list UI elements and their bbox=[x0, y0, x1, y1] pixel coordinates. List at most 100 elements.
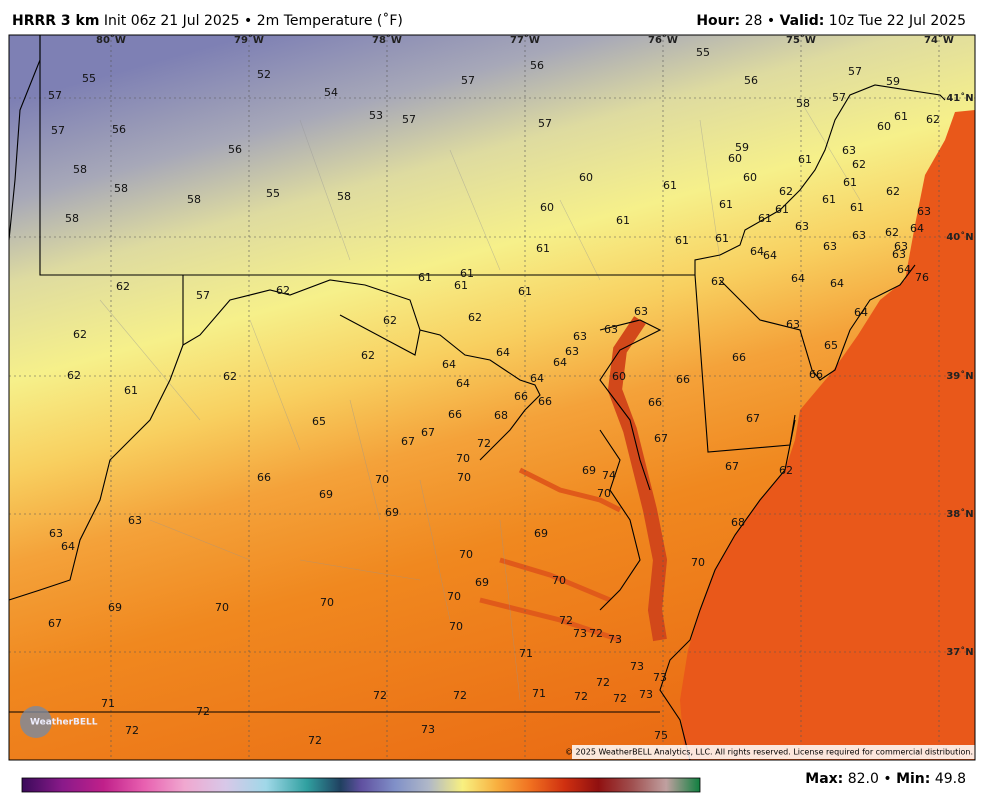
temperature-value: 60 bbox=[728, 152, 742, 165]
latitude-label: 41˚N bbox=[946, 92, 973, 104]
temperature-value: 63 bbox=[128, 514, 142, 527]
temperature-value: 56 bbox=[744, 74, 758, 87]
temperature-value: 62 bbox=[116, 280, 130, 293]
colorbar-scale bbox=[21, 777, 701, 793]
temperature-value: 76 bbox=[915, 271, 929, 284]
temperature-value: 58 bbox=[114, 182, 128, 195]
temperature-value: 66 bbox=[448, 408, 462, 421]
field: 2m Temperature (˚F) bbox=[257, 12, 403, 29]
temperature-value: 61 bbox=[418, 271, 432, 284]
temperature-value: 71 bbox=[532, 687, 546, 700]
temperature-value: 61 bbox=[719, 198, 733, 211]
temperature-value: 70 bbox=[552, 574, 566, 587]
logo-mark bbox=[20, 706, 52, 738]
oh-border bbox=[8, 35, 41, 241]
temperature-value: 64 bbox=[830, 277, 844, 290]
temperature-value: 66 bbox=[648, 396, 662, 409]
init: Init 06z 21 Jul 2025 bbox=[104, 13, 240, 29]
temperature-value: 62 bbox=[885, 226, 899, 239]
temperature-value: 64 bbox=[910, 222, 924, 235]
temperature-value: 60 bbox=[877, 120, 891, 133]
temperature-value: 60 bbox=[579, 171, 593, 184]
temperature-value: 57 bbox=[832, 91, 846, 104]
temperature-value: 73 bbox=[421, 723, 435, 736]
coordinate-labels: 80˚W 79˚W 78˚W 77˚W 76˚W 75˚W 74˚W 41˚N 40˚N 39˚N… bbox=[96, 34, 974, 658]
longitude-label: 76˚W bbox=[648, 34, 678, 46]
chesapeake-shore bbox=[599, 319, 662, 611]
temperature-value: 62 bbox=[711, 275, 725, 288]
temperature-value: 61 bbox=[822, 193, 836, 206]
model: HRRR 3 km bbox=[12, 13, 99, 29]
temperature-value: 63 bbox=[795, 220, 809, 233]
temperature-value: 67 bbox=[654, 432, 668, 445]
temperature-value: 60 bbox=[540, 201, 554, 214]
hour-label: Hour: bbox=[696, 13, 740, 29]
hour: 28 bbox=[745, 13, 763, 29]
ocean bbox=[680, 110, 975, 760]
temperature-value: 63 bbox=[917, 205, 931, 218]
temperature-value: 61 bbox=[758, 212, 772, 225]
map: 80˚W 79˚W 78˚W 77˚W 76˚W 75˚W 74˚W 41˚N 40˚N 39˚N… bbox=[8, 34, 976, 761]
temperature-value: 57 bbox=[461, 74, 475, 87]
temperature-value: 61 bbox=[460, 267, 474, 280]
temperature-value: 69 bbox=[475, 576, 489, 589]
temperature-value: 57 bbox=[196, 289, 210, 302]
temperature-value: 64 bbox=[791, 272, 805, 285]
temperature-value: 70 bbox=[456, 452, 470, 465]
temperature-value: 56 bbox=[228, 143, 242, 156]
temperature-value: 61 bbox=[675, 234, 689, 247]
temperature-value: 57 bbox=[848, 65, 862, 78]
longitude-label: 78˚W bbox=[372, 34, 402, 46]
temperature-value: 59 bbox=[735, 141, 749, 154]
temperature-value: 63 bbox=[852, 229, 866, 242]
temperature-value: 69 bbox=[108, 601, 122, 614]
temperature-value: 62 bbox=[73, 328, 87, 341]
separator: • bbox=[883, 771, 891, 787]
temperature-value: 55 bbox=[266, 187, 280, 200]
temperature-value: 64 bbox=[854, 306, 868, 319]
logo: WeatherBELL bbox=[20, 706, 98, 738]
temperature-value: 72 bbox=[125, 724, 139, 737]
delmarva-coast bbox=[659, 419, 796, 761]
temperature-value: 70 bbox=[691, 556, 705, 569]
temperature-value: 57 bbox=[48, 89, 62, 102]
temperature-value: 63 bbox=[49, 527, 63, 540]
temperature-value: 67 bbox=[725, 460, 739, 473]
temperature-value: 67 bbox=[48, 617, 62, 630]
header-right: Hour: 28 • Valid: 10z Tue 22 Jul 2025 bbox=[696, 13, 966, 29]
temperature-value: 62 bbox=[779, 464, 793, 477]
temperature-value: 75 bbox=[654, 729, 668, 742]
grid-lines bbox=[9, 35, 975, 760]
temperature-value: 62 bbox=[468, 311, 482, 324]
max: 82.0 bbox=[848, 771, 879, 787]
temperature-value: 57 bbox=[402, 113, 416, 126]
temperature-value: 64 bbox=[496, 346, 510, 359]
temperature-value: 72 bbox=[308, 734, 322, 747]
temperature-value: 70 bbox=[447, 590, 461, 603]
temperature-value: 61 bbox=[663, 179, 677, 192]
temperature-value: 70 bbox=[459, 548, 473, 561]
temperature-value: 72 bbox=[596, 676, 610, 689]
temperature-value: 62 bbox=[886, 185, 900, 198]
longitude-label: 79˚W bbox=[234, 34, 264, 46]
temperature-value: 61 bbox=[124, 384, 138, 397]
temperature-value: 61 bbox=[536, 242, 550, 255]
temperature-value: 68 bbox=[731, 516, 745, 529]
temperature-value: 60 bbox=[743, 171, 757, 184]
temperature-value: 61 bbox=[518, 285, 532, 298]
temperature-value: 61 bbox=[775, 203, 789, 216]
temperature-value: 56 bbox=[112, 123, 126, 136]
temperature-value: 64 bbox=[442, 358, 456, 371]
temperature-value: 63 bbox=[894, 240, 908, 253]
temperature-value: 73 bbox=[608, 633, 622, 646]
temperature-value: 64 bbox=[897, 263, 911, 276]
temperature-value: 62 bbox=[67, 369, 81, 382]
temperature-value: 63 bbox=[842, 144, 856, 157]
longitude-label: 80˚W bbox=[96, 34, 126, 46]
pa-border bbox=[39, 35, 946, 276]
temperature-value: 72 bbox=[373, 689, 387, 702]
header-left: HRRR 3 km Init 06z 21 Jul 2025 • 2m Temp… bbox=[12, 12, 403, 29]
chesapeake-bay bbox=[607, 316, 668, 642]
temperature-value: 62 bbox=[223, 370, 237, 383]
